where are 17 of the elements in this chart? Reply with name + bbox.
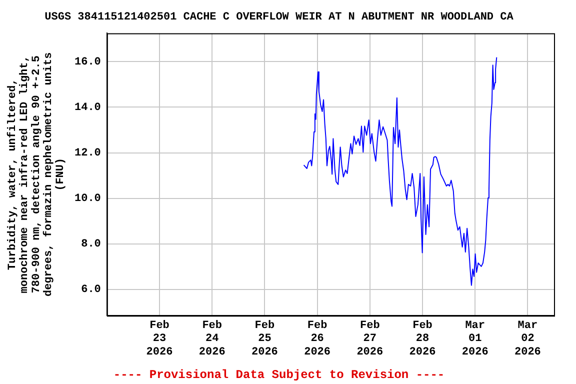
x-tick-label: Feb 25 2026 — [252, 320, 278, 358]
x-tick-label: Feb 27 2026 — [356, 320, 384, 358]
chart-title: USGS 384115121402501 CACHE C OVERFLOW WEIR AT N ABUTMENT NR WOODLAND CA — [44, 11, 514, 24]
y-tick-label: 10.0 — [74, 193, 101, 206]
y-axis-title: Turbidity, water, unfiltered, monochrome near infra-red LED light, 780-900 nm, detection angle 90 +-2.5 degrees, formazin nephelometric units (FNU) — [6, 52, 68, 297]
y-tick-label: 14.0 — [74, 102, 101, 114]
text: ---- Provisional Data Subject to Revision ---- — [113, 368, 445, 382]
x-tick-label: Mar 02 2026 — [514, 320, 541, 358]
x-tick-label: Feb 28 2026 — [409, 320, 436, 358]
y-tick-label: 6.0 — [81, 284, 101, 296]
y-tick-label: 8.0 — [81, 238, 101, 251]
y-tick-label: 16.0 — [74, 56, 101, 68]
x-tick-label: Mar 01 2026 — [462, 320, 488, 358]
y-tick-label: 12.0 — [74, 148, 101, 160]
x-tick-label: Feb 24 2026 — [198, 320, 226, 358]
x-tick-label: Feb 26 2026 — [304, 320, 331, 358]
x-tick-label: Feb 23 2026 — [146, 320, 173, 358]
